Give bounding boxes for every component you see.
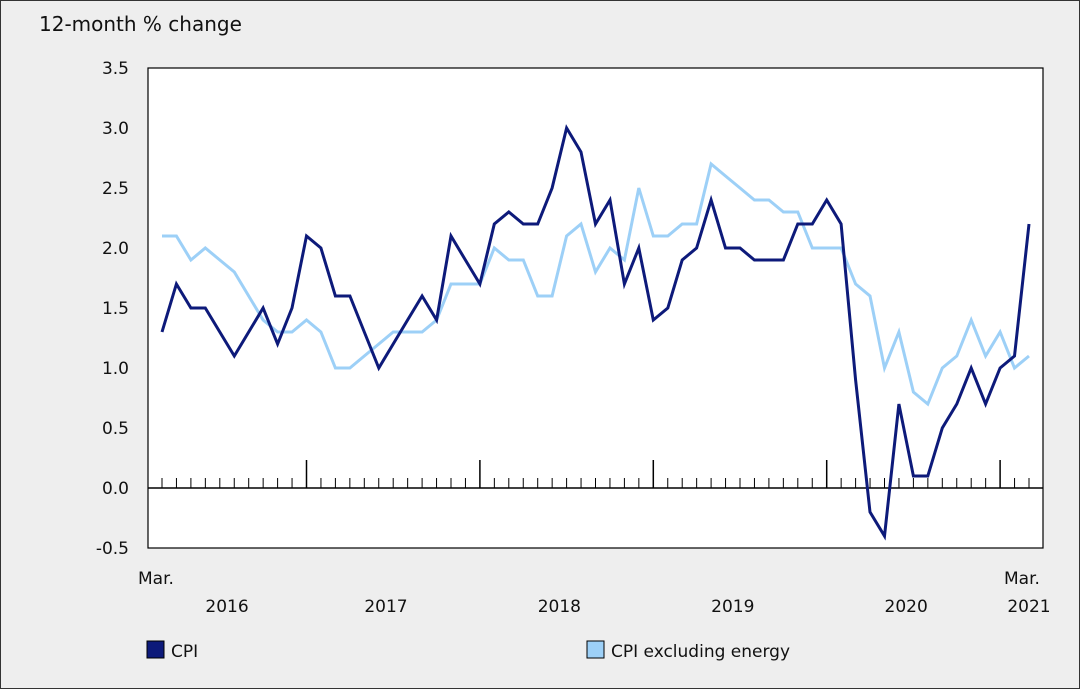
y-tick-label: -0.5: [96, 539, 129, 559]
plot-area: [147, 67, 1044, 549]
y-tick-label: 1.0: [102, 359, 129, 379]
x-year-label: 2020: [885, 597, 928, 617]
legend-swatch: [146, 640, 165, 659]
y-tick-label: 3.5: [102, 59, 129, 79]
legend-label: CPI excluding energy: [611, 642, 790, 662]
x-year-label: 2018: [538, 597, 581, 617]
y-axis-title: 12-month % change: [39, 12, 242, 36]
x-start-month-label: Mar.: [138, 569, 174, 589]
legend-label: CPI: [171, 642, 198, 662]
series-line-cpi-excluding-energy: [162, 161, 1030, 407]
y-tick-label: 3.0: [102, 119, 129, 139]
y-tick-label: 2.0: [102, 239, 129, 259]
x-end-month-label: Mar.: [1004, 569, 1040, 589]
y-tick-label: 0.5: [102, 419, 129, 439]
x-year-label: 2019: [711, 597, 754, 617]
y-tick-label: 2.5: [102, 179, 129, 199]
x-year-label: 2016: [205, 597, 248, 617]
x-year-label: 2017: [364, 597, 407, 617]
series-line-cpi: [160, 124, 1031, 541]
x-year-label: 2021: [1007, 597, 1050, 617]
y-tick-label: 1.5: [102, 299, 129, 319]
legend-swatch: [586, 640, 605, 659]
y-tick-label: 0.0: [102, 479, 129, 499]
